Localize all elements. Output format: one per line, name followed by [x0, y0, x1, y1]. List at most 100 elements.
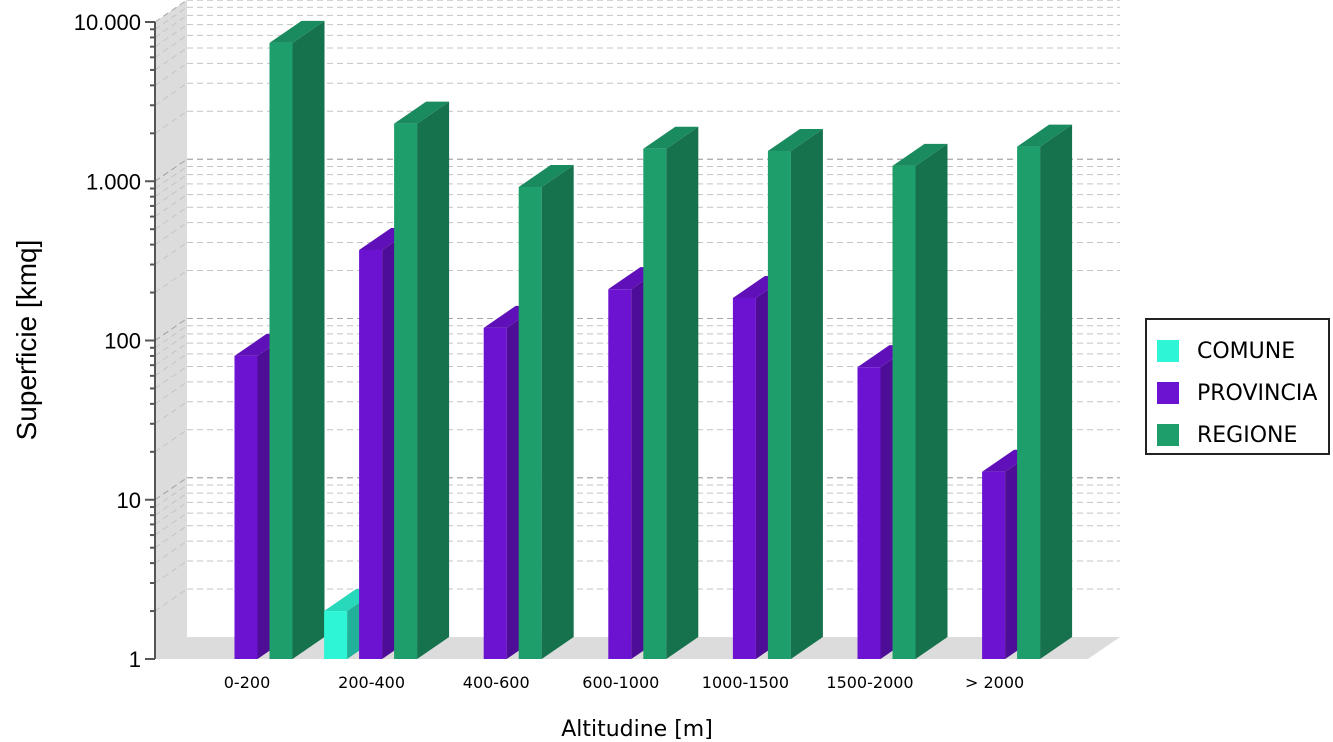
grid-line-side	[154, 6, 188, 30]
bar-regione-3	[643, 126, 699, 659]
grid-line-side	[154, 183, 188, 207]
y-tick-label: 10.000	[74, 10, 141, 35]
bar-side	[915, 143, 948, 659]
bar-regione-4	[767, 128, 823, 659]
bars	[234, 20, 1073, 660]
grid-line-side	[154, 540, 188, 564]
grid-line-side	[154, 47, 188, 71]
grid-line-side	[154, 477, 188, 501]
grid-line-side	[154, 174, 188, 198]
bar-front	[643, 148, 667, 659]
grid-line-side	[154, 0, 188, 23]
grid-line-side	[154, 270, 188, 293]
bar-front	[767, 150, 791, 659]
grid-line-side	[154, 333, 188, 357]
legend-item-provincia: PROVINCIA	[1147, 372, 1328, 414]
bar-front	[234, 355, 258, 659]
bar-side	[292, 20, 325, 660]
bar-regione-0	[269, 20, 325, 660]
grid-lines	[154, 0, 1120, 612]
bar-side	[790, 128, 823, 659]
legend-label-provincia: PROVINCIA	[1197, 380, 1318, 406]
grid-line-side	[154, 325, 188, 349]
y-tick-labels: 1 10 100 1.000 10.000	[74, 10, 141, 672]
grid-line-side	[154, 110, 188, 134]
legend-item-comune: COMUNE	[1147, 330, 1328, 372]
x-tick-label: > 2000	[965, 673, 1024, 692]
legend-label-comune: COMUNE	[1197, 338, 1296, 364]
bar-side	[666, 126, 699, 659]
x-axis-title: Altitudine [m]	[561, 717, 713, 742]
grid-line-side	[154, 158, 188, 182]
y-tick-label: 100	[104, 329, 141, 354]
left-wall	[155, 0, 187, 659]
x-tick-label: 1500-2000	[826, 673, 913, 692]
grid-line-side	[154, 206, 188, 230]
axes	[145, 21, 156, 660]
y-tick-label: 10	[117, 488, 141, 513]
bar-top	[892, 143, 948, 166]
bar-regione-1	[394, 101, 450, 660]
bar-top	[394, 101, 450, 124]
grid-line-side	[154, 222, 188, 246]
legend-label-regione: REGIONE	[1197, 422, 1298, 448]
bar-front	[483, 327, 507, 659]
bar-front	[1017, 146, 1041, 660]
bar-front	[269, 42, 293, 660]
grid-line-side	[154, 82, 188, 106]
grid-line-side	[154, 484, 188, 508]
grid-line-side	[154, 560, 188, 584]
bar-regione-2	[518, 165, 574, 659]
legend-item-regione: REGIONE	[1147, 414, 1328, 456]
x-tick-label: 600-1000	[582, 673, 659, 692]
grid-line-side	[154, 15, 188, 38]
bar-front	[857, 367, 881, 659]
grid-line-side	[154, 353, 188, 377]
grid-line-side	[154, 62, 188, 86]
x-tick-label: 0-200	[224, 673, 271, 692]
x-tick-labels: 0-200 200-400 400-600 600-1000 1000-1500 1500…	[224, 673, 1024, 692]
grid-line-side	[154, 492, 188, 516]
x-tick-label: 400-600	[463, 673, 530, 692]
legend-swatch-comune	[1157, 340, 1179, 362]
grid-line-side	[154, 318, 188, 341]
legend: COMUNE PROVINCIA REGIONE	[1145, 318, 1330, 455]
grid-line-side	[154, 366, 188, 389]
grid-line-side	[154, 381, 188, 405]
bar-front	[359, 250, 383, 660]
bar-side	[417, 101, 450, 660]
legend-swatch-regione	[1157, 424, 1179, 446]
grid-line-side	[154, 401, 188, 425]
bar-front	[732, 297, 756, 659]
grid-line-side	[154, 242, 188, 265]
bar-regione-5	[892, 143, 948, 659]
bar-side	[1040, 124, 1073, 660]
bar-front	[892, 165, 916, 659]
y-tick-label: 1.000	[86, 169, 141, 194]
bar-top	[643, 126, 699, 149]
bar-front	[982, 471, 1006, 659]
grid-line-side	[154, 525, 188, 549]
grid-line-side	[154, 588, 188, 612]
legend-swatch-provincia	[1157, 382, 1179, 404]
bar-front	[518, 187, 542, 659]
bar-front	[324, 611, 348, 659]
bar-regione-6	[1017, 124, 1073, 660]
bar-top	[1017, 124, 1073, 147]
grid-line-side	[154, 166, 188, 189]
x-tick-label: 200-400	[338, 673, 405, 692]
grid-line-side	[154, 24, 188, 48]
bar-top	[269, 20, 325, 43]
bar-top	[767, 128, 823, 151]
bar-front	[394, 123, 418, 660]
grid-line-side	[154, 502, 188, 525]
grid-line-side	[154, 34, 188, 58]
grid-line-side	[154, 194, 188, 217]
grid-line-side	[154, 429, 188, 453]
bar-side	[541, 165, 574, 659]
grid-line-side	[154, 512, 188, 536]
y-axis-title: Superficie [kmq]	[11, 240, 42, 441]
y-tick-label: 1	[129, 647, 141, 672]
x-tick-label: 1000-1500	[702, 673, 789, 692]
